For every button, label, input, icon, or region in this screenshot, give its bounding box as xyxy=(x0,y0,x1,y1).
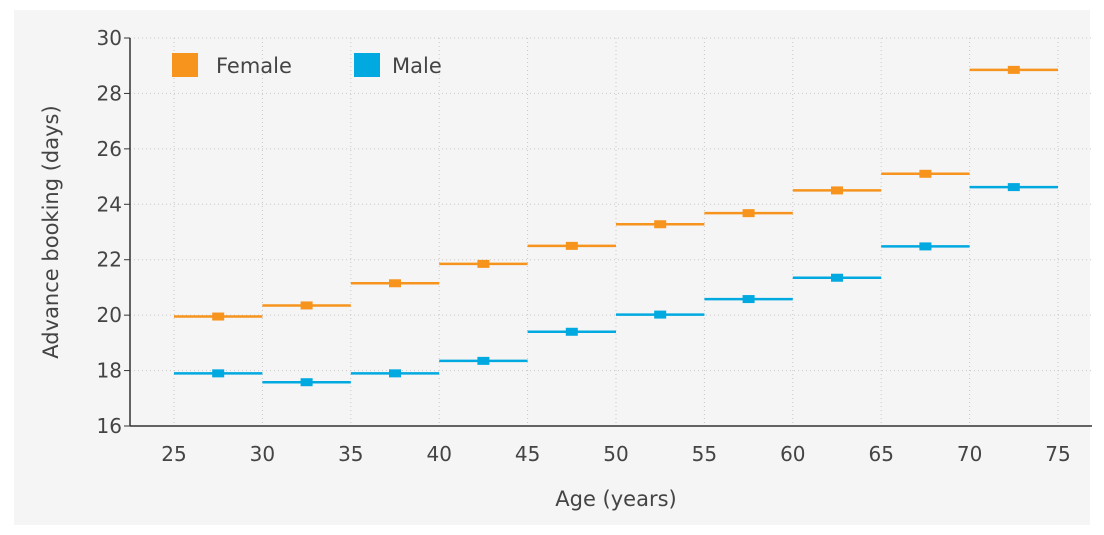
y-tick-label: 26 xyxy=(97,137,122,161)
axes xyxy=(129,38,1092,427)
bin-marker xyxy=(477,356,490,365)
bin-marker xyxy=(389,279,401,288)
grid xyxy=(124,37,1092,427)
tick-labels: 16 18 20 22 24 26 28 30 25 30 35 40 45 50 55 60 65 70 75 xyxy=(97,26,1071,466)
y-tick-label: 30 xyxy=(97,26,122,50)
y-tick-label: 20 xyxy=(97,303,122,327)
bin-marker xyxy=(654,310,667,319)
bin-marker xyxy=(742,209,755,218)
bin-marker xyxy=(919,169,932,178)
legend: Female Male xyxy=(172,53,442,78)
legend-swatch-female xyxy=(172,53,198,77)
x-tick-label: 30 xyxy=(250,442,275,466)
series xyxy=(174,65,1058,387)
bin-marker xyxy=(300,301,313,310)
series-female xyxy=(174,65,1058,321)
bin-marker xyxy=(654,220,667,229)
x-tick-label: 75 xyxy=(1045,442,1070,466)
bin-marker xyxy=(1007,65,1020,74)
chart-panel xyxy=(14,10,1090,525)
legend-label-male: Male xyxy=(392,54,442,78)
bin-marker xyxy=(742,295,755,304)
x-tick-label: 65 xyxy=(868,442,893,466)
x-tick-label: 60 xyxy=(780,442,805,466)
bin-marker xyxy=(831,273,843,282)
bin-marker xyxy=(212,312,225,321)
bin-marker xyxy=(477,259,490,268)
bin-marker xyxy=(389,369,401,378)
legend-label-female: Female xyxy=(216,54,292,78)
series-male xyxy=(174,183,1058,387)
x-tick-label: 35 xyxy=(338,442,363,466)
bin-marker xyxy=(565,327,578,336)
bin-marker xyxy=(212,369,225,378)
y-tick-label: 22 xyxy=(97,248,122,272)
y-tick-label: 24 xyxy=(97,192,122,216)
x-tick-label: 70 xyxy=(957,442,982,466)
bin-marker xyxy=(300,378,313,387)
x-tick-label: 25 xyxy=(161,442,186,466)
bin-marker xyxy=(919,242,932,251)
x-tick-label: 45 xyxy=(515,442,540,466)
bin-marker xyxy=(831,186,843,195)
x-tick-label: 40 xyxy=(426,442,451,466)
bin-marker xyxy=(1007,183,1020,192)
y-tick-label: 16 xyxy=(97,414,122,438)
x-axis-title: Age (years) xyxy=(555,487,676,511)
legend-swatch-male xyxy=(354,53,380,77)
x-tick-label: 50 xyxy=(603,442,628,466)
bin-marker xyxy=(565,241,578,250)
x-tick-label: 55 xyxy=(692,442,717,466)
y-axis-title: Advance booking (days) xyxy=(39,105,63,358)
y-tick-label: 28 xyxy=(97,81,122,105)
y-tick-label: 18 xyxy=(97,359,122,383)
